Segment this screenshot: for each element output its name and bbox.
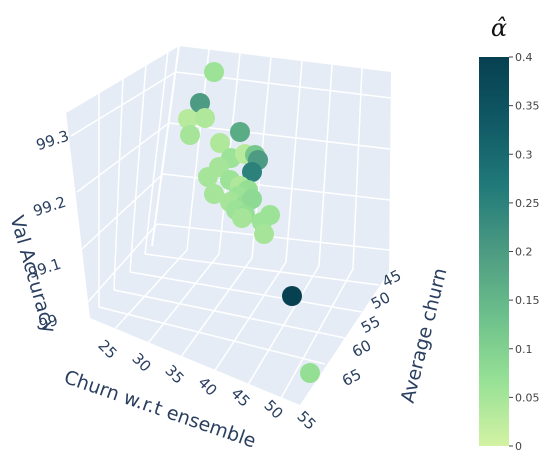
gridline: [144, 50, 169, 255]
colorbar-tick-label: 0.2: [515, 246, 533, 259]
colorbar-tick-label: 0.25: [515, 197, 540, 210]
colorbar: α̂ 0 0.05 0.1 0.15 0.2 0.25 0.3 0.35 0.4: [479, 14, 540, 452]
data-point: [198, 167, 218, 187]
scene-edges: [65, 44, 392, 247]
scene-edge: [65, 44, 180, 113]
data-point: [195, 108, 215, 128]
z-tick-labels: 99 99.1 99.2 99.3: [26, 127, 71, 334]
data-point: [210, 133, 230, 153]
x-tick-label: 35: [161, 361, 187, 387]
gridline: [318, 64, 333, 267]
y-tick-label: 60: [349, 336, 374, 361]
colorbar-tick-label: 0: [515, 440, 522, 452]
scene-edge: [151, 44, 180, 247]
colorbar-tick-label: 0.35: [515, 100, 540, 113]
colorbar-tick-label: 0.05: [515, 391, 540, 404]
gridline: [177, 257, 253, 362]
gridline: [81, 173, 164, 250]
y-tick-label: 65: [339, 365, 364, 390]
x-axis-title: Churn w.r.t ensemble: [61, 366, 258, 452]
data-point: [242, 162, 262, 182]
z-tick-label: 99.3: [34, 127, 71, 154]
y-tick-label: 55: [358, 312, 383, 337]
colorbar-tick-label: 0.15: [515, 294, 540, 307]
colorbar-tick-label: 0.3: [515, 148, 533, 161]
data-point: [204, 62, 224, 82]
x-tick-label: 25: [94, 336, 120, 362]
data-point: [230, 122, 250, 142]
back-wall-pane: [152, 45, 391, 272]
gridline: [285, 60, 303, 263]
colorbar-title: α̂: [491, 14, 507, 42]
gridline: [113, 289, 346, 339]
gridline: [76, 122, 170, 193]
data-point: [300, 363, 320, 383]
data-point: [204, 184, 224, 204]
data-point: [180, 125, 200, 145]
scene-edge: [178, 44, 392, 72]
gridline: [98, 306, 326, 365]
data-point: [254, 224, 274, 244]
data-points: [178, 62, 320, 383]
data-point: [178, 109, 198, 129]
colorbar-tick-label: 0.4: [515, 51, 533, 64]
x-tick-label: 55: [293, 407, 319, 433]
gridline: [352, 67, 363, 270]
x-tick-label: 50: [260, 396, 286, 422]
gridline: [144, 253, 380, 286]
y-axis-title: Average churn: [397, 266, 452, 405]
z-tick-label: 99: [37, 311, 61, 334]
gridline: [70, 71, 177, 137]
gridline: [245, 265, 320, 389]
gridline: [129, 271, 363, 313]
colorbar-ticks: 0 0.05 0.1 0.15 0.2 0.25 0.3 0.35 0.4: [509, 51, 540, 452]
x-tick-label: 45: [227, 384, 253, 410]
data-point: [232, 208, 252, 228]
gridline: [279, 268, 354, 401]
x-tick-label: 30: [128, 349, 154, 375]
gridline: [111, 249, 188, 333]
left-wall-pane: [66, 45, 179, 318]
gridline: [129, 63, 147, 273]
gridline: [113, 77, 124, 291]
gridline: [144, 253, 220, 348]
gridline: [186, 48, 210, 251]
data-point: [242, 189, 262, 209]
colorbar-gradient: [479, 57, 509, 446]
colorbar-tick-label: 0.1: [515, 343, 533, 356]
z-tick-label: 99.2: [31, 193, 68, 220]
x-tick-label: 40: [194, 373, 220, 399]
data-point: [282, 286, 302, 306]
